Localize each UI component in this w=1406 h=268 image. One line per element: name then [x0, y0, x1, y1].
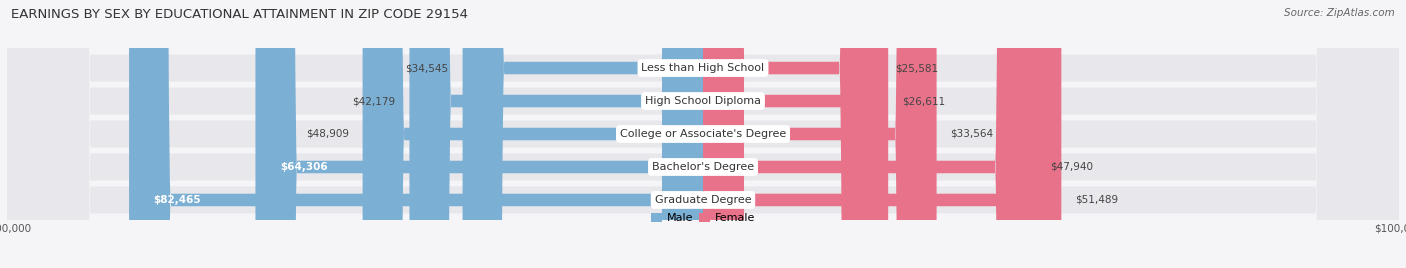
FancyBboxPatch shape — [7, 0, 1399, 268]
Text: $33,564: $33,564 — [950, 129, 994, 139]
FancyBboxPatch shape — [463, 0, 703, 268]
FancyBboxPatch shape — [703, 0, 889, 268]
FancyBboxPatch shape — [703, 0, 882, 268]
FancyBboxPatch shape — [703, 0, 936, 268]
Text: Bachelor's Degree: Bachelor's Degree — [652, 162, 754, 172]
Text: $42,179: $42,179 — [353, 96, 395, 106]
FancyBboxPatch shape — [256, 0, 703, 268]
Text: High School Diploma: High School Diploma — [645, 96, 761, 106]
FancyBboxPatch shape — [703, 0, 1062, 268]
Text: Source: ZipAtlas.com: Source: ZipAtlas.com — [1284, 8, 1395, 18]
FancyBboxPatch shape — [363, 0, 703, 268]
Text: $64,306: $64,306 — [280, 162, 328, 172]
FancyBboxPatch shape — [7, 0, 1399, 268]
Text: EARNINGS BY SEX BY EDUCATIONAL ATTAINMENT IN ZIP CODE 29154: EARNINGS BY SEX BY EDUCATIONAL ATTAINMEN… — [11, 8, 468, 21]
Text: $82,465: $82,465 — [153, 195, 201, 205]
FancyBboxPatch shape — [409, 0, 703, 268]
FancyBboxPatch shape — [7, 0, 1399, 268]
Text: $26,611: $26,611 — [903, 96, 945, 106]
Text: College or Associate's Degree: College or Associate's Degree — [620, 129, 786, 139]
FancyBboxPatch shape — [7, 0, 1399, 268]
Text: $47,940: $47,940 — [1050, 162, 1094, 172]
Text: $51,489: $51,489 — [1076, 195, 1118, 205]
Text: Less than High School: Less than High School — [641, 63, 765, 73]
FancyBboxPatch shape — [129, 0, 703, 268]
Text: $34,545: $34,545 — [405, 63, 449, 73]
FancyBboxPatch shape — [703, 0, 1036, 268]
Text: $25,581: $25,581 — [896, 63, 938, 73]
Text: $48,909: $48,909 — [305, 129, 349, 139]
Legend: Male, Female: Male, Female — [647, 209, 759, 228]
FancyBboxPatch shape — [7, 0, 1399, 268]
Text: Graduate Degree: Graduate Degree — [655, 195, 751, 205]
